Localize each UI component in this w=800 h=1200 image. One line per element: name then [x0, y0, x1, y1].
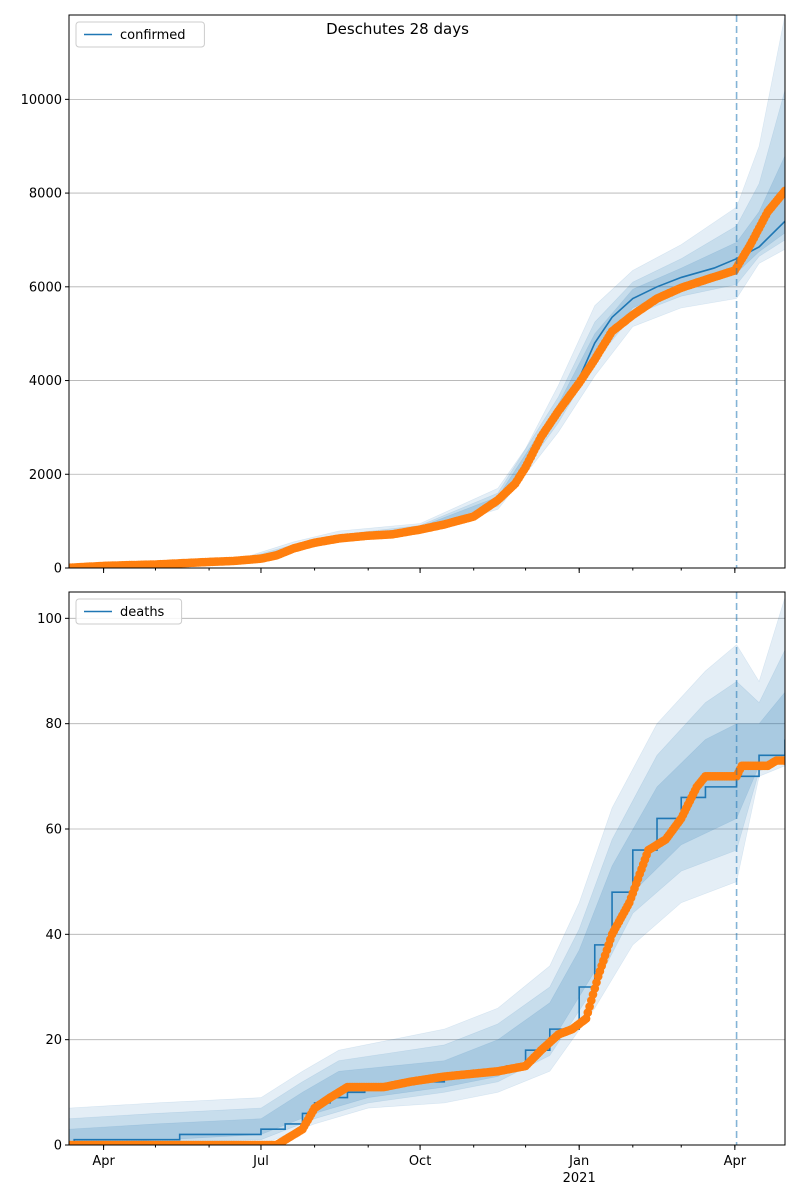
legend-label: confirmed — [120, 28, 186, 43]
uncertainty-band-2 — [69, 89, 785, 568]
x-tick-label: Apr — [724, 1154, 747, 1169]
uncertainty-band-3 — [69, 691, 785, 1145]
legend: deaths — [75, 598, 183, 625]
y-tick-label: 2000 — [29, 468, 62, 483]
legend-box — [75, 598, 183, 625]
y-tick-label: 0 — [54, 1139, 62, 1154]
x-tick-sublabel: 2021 — [563, 1171, 596, 1186]
x-tick-label: Jul — [252, 1154, 269, 1169]
plot-area — [69, 15, 785, 568]
uncertainty-band-3 — [69, 155, 785, 568]
confirmed-panel: 0 2000 4000 6000 8000 10000 confirmed — [21, 14, 786, 577]
legend-box — [75, 21, 205, 48]
observed-point — [780, 186, 785, 196]
y-tick-label: 8000 — [29, 187, 62, 202]
uncertainty-band-2 — [69, 649, 785, 1145]
legend: confirmed — [75, 21, 205, 48]
deaths-panel: 0 20 40 60 80 100 Apr Jul Oct Jan 2021 Apr deaths — [37, 591, 786, 1186]
observed-point — [780, 756, 785, 765]
figure-title: Deschutes 28 days — [326, 20, 469, 38]
plot-area — [69, 597, 785, 1145]
observed-series — [69, 186, 785, 568]
y-tick-label: 100 — [37, 612, 62, 627]
x-tick-label: Oct — [409, 1154, 431, 1169]
legend-label: deaths — [120, 605, 165, 620]
x-tick-label: Jan — [568, 1154, 589, 1169]
observed-series — [69, 756, 785, 1145]
y-tick-label: 0 — [54, 562, 62, 577]
y-tick-label: 80 — [45, 717, 62, 732]
y-tick-label: 60 — [45, 823, 62, 838]
y-tick-label: 40 — [45, 928, 62, 943]
x-tick-label: Apr — [92, 1154, 115, 1169]
y-tick-label: 4000 — [29, 374, 62, 389]
y-tick-label: 20 — [45, 1033, 62, 1048]
y-tick-label: 10000 — [21, 93, 62, 108]
axes-frame — [68, 14, 786, 569]
y-tick-label: 6000 — [29, 280, 62, 295]
axes-frame — [68, 591, 786, 1146]
